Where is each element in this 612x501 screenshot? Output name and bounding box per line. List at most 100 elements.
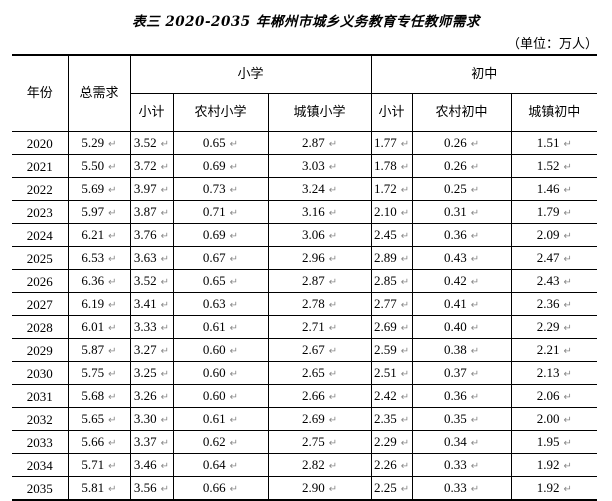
cell-value: 2.51 <box>373 365 397 380</box>
paragraph-mark-icon: ↵ <box>328 254 338 265</box>
paragraph-mark-icon: ↵ <box>328 185 338 196</box>
cell-primary-rural: 0.60 ↵ <box>172 338 269 362</box>
cell-year: 2024 <box>12 223 69 247</box>
cell-total: 5.29 ↵ <box>67 131 131 155</box>
paragraph-mark-icon: ↵ <box>328 346 338 357</box>
table-row: 2026 6.36 ↵ 3.52 ↵ 0.65 ↵ 2.87 ↵ 2.85 ↵ 0.42 ↵ 2.43 ↵ <box>12 269 598 293</box>
cell-year: 2026 <box>12 269 69 293</box>
cell-value: 0.42 <box>443 273 467 288</box>
cell-middle-urban: 1.52 ↵ <box>510 154 598 178</box>
paragraph-mark-icon: ↵ <box>563 415 572 426</box>
cell-value: 3.37 <box>133 434 157 449</box>
paragraph-mark-icon: ↵ <box>108 231 117 242</box>
cell-value: 2028 <box>26 319 53 335</box>
cell-value: 3.33 <box>133 319 157 334</box>
cell-middle-subtotal: 2.69 ↵ <box>370 315 413 339</box>
paragraph-mark-icon: ↵ <box>563 438 572 449</box>
cell-primary-subtotal: 3.56 ↵ <box>129 476 174 501</box>
cell-middle-rural: 0.41 ↵ <box>411 292 512 316</box>
cell-value: 5.71 <box>81 457 105 472</box>
cell-middle-urban: 2.13 ↵ <box>510 361 598 385</box>
cell-value: 2.78 <box>301 296 325 311</box>
cell-value: 0.66 <box>202 480 226 495</box>
cell-primary-subtotal: 3.33 ↵ <box>129 315 174 339</box>
cell-value: 0.41 <box>443 296 467 311</box>
cell-year: 2031 <box>12 384 69 408</box>
cell-middle-rural: 0.26 ↵ <box>411 131 512 155</box>
paragraph-mark-icon: ↵ <box>400 346 410 357</box>
paragraph-mark-icon: ↵ <box>328 415 338 426</box>
cell-middle-urban: 1.51 ↵ <box>510 131 598 155</box>
cell-value: 0.31 <box>443 204 467 219</box>
cell-value: 1.46 <box>536 181 560 196</box>
cell-middle-urban: 2.06 ↵ <box>510 384 598 408</box>
cell-value: 2027 <box>26 296 53 312</box>
paragraph-mark-icon: ↵ <box>470 162 480 173</box>
cell-value: 1.78 <box>373 158 397 173</box>
cell-value: 2.47 <box>536 250 560 265</box>
cell-middle-urban: 1.79 ↵ <box>510 200 598 224</box>
paragraph-mark-icon: ↵ <box>470 392 480 403</box>
cell-value: 6.19 <box>81 296 105 311</box>
cell-value: 5.65 <box>81 411 105 426</box>
cell-primary-urban: 2.87 ↵ <box>267 131 372 155</box>
cell-value: 2.67 <box>301 342 325 357</box>
paragraph-mark-icon: ↵ <box>563 139 572 150</box>
cell-value: 0.69 <box>202 227 226 242</box>
cell-value: 0.33 <box>443 480 467 495</box>
paragraph-mark-icon: ↵ <box>400 162 410 173</box>
paragraph-mark-icon: ↵ <box>229 277 239 288</box>
paragraph-mark-icon: ↵ <box>400 415 410 426</box>
cell-total: 5.75 ↵ <box>67 361 131 385</box>
cell-value: 2.87 <box>301 273 325 288</box>
paragraph-mark-icon: ↵ <box>400 254 410 265</box>
cell-middle-subtotal: 2.59 ↵ <box>370 338 413 362</box>
paragraph-mark-icon: ↵ <box>400 461 410 472</box>
cell-value: 0.71 <box>202 204 226 219</box>
cell-value: 2022 <box>26 181 53 197</box>
cell-middle-rural: 0.42 ↵ <box>411 269 512 293</box>
paragraph-mark-icon: ↵ <box>400 369 410 380</box>
header-middle-subtotal: 小计 <box>370 93 413 132</box>
paragraph-mark-icon: ↵ <box>470 208 480 219</box>
paragraph-mark-icon: ↵ <box>328 300 338 311</box>
paragraph-mark-icon: ↵ <box>563 300 572 311</box>
paragraph-mark-icon: ↵ <box>328 208 338 219</box>
table-row: 2034 5.71 ↵ 3.46 ↵ 0.64 ↵ 2.82 ↵ 2.26 ↵ 0.33 ↵ 1.92 ↵ <box>12 453 598 477</box>
cell-total: 6.19 ↵ <box>67 292 131 316</box>
cell-total: 5.50 ↵ <box>67 154 131 178</box>
cell-value: 2026 <box>26 273 53 289</box>
cell-value: 2.25 <box>373 480 397 495</box>
cell-value: 0.63 <box>202 296 226 311</box>
cell-primary-rural: 0.71 ↵ <box>172 200 269 224</box>
paragraph-mark-icon: ↵ <box>108 461 117 472</box>
cell-primary-rural: 0.65 ↵ <box>172 269 269 293</box>
cell-primary-rural: 0.61 ↵ <box>172 407 269 431</box>
paragraph-mark-icon: ↵ <box>470 346 480 357</box>
cell-primary-rural: 0.60 ↵ <box>172 384 269 408</box>
cell-value: 2.43 <box>536 273 560 288</box>
cell-value: 2.85 <box>373 273 397 288</box>
paragraph-mark-icon: ↵ <box>160 438 170 449</box>
cell-value: 3.87 <box>133 204 157 219</box>
cell-primary-rural: 0.69 ↵ <box>172 154 269 178</box>
cell-primary-urban: 2.96 ↵ <box>267 246 372 270</box>
header-primary-urban: 城镇小学 <box>267 93 372 132</box>
cell-value: 5.69 <box>81 181 105 196</box>
cell-value: 2.96 <box>301 250 325 265</box>
cell-value: 3.41 <box>133 296 157 311</box>
cell-year: 2028 <box>12 315 69 339</box>
cell-value: 3.27 <box>133 342 157 357</box>
cell-middle-urban: 1.46 ↵ <box>510 177 598 201</box>
cell-total: 5.66 ↵ <box>67 430 131 454</box>
cell-primary-rural: 0.61 ↵ <box>172 315 269 339</box>
cell-value: 2031 <box>26 388 53 404</box>
cell-primary-subtotal: 3.41 ↵ <box>129 292 174 316</box>
paragraph-mark-icon: ↵ <box>108 208 117 219</box>
paragraph-mark-icon: ↵ <box>108 346 117 357</box>
cell-primary-urban: 2.90 ↵ <box>267 476 372 501</box>
paragraph-mark-icon: ↵ <box>328 392 338 403</box>
cell-value: 3.46 <box>133 457 157 472</box>
cell-primary-urban: 2.65 ↵ <box>267 361 372 385</box>
cell-year: 2022 <box>12 177 69 201</box>
